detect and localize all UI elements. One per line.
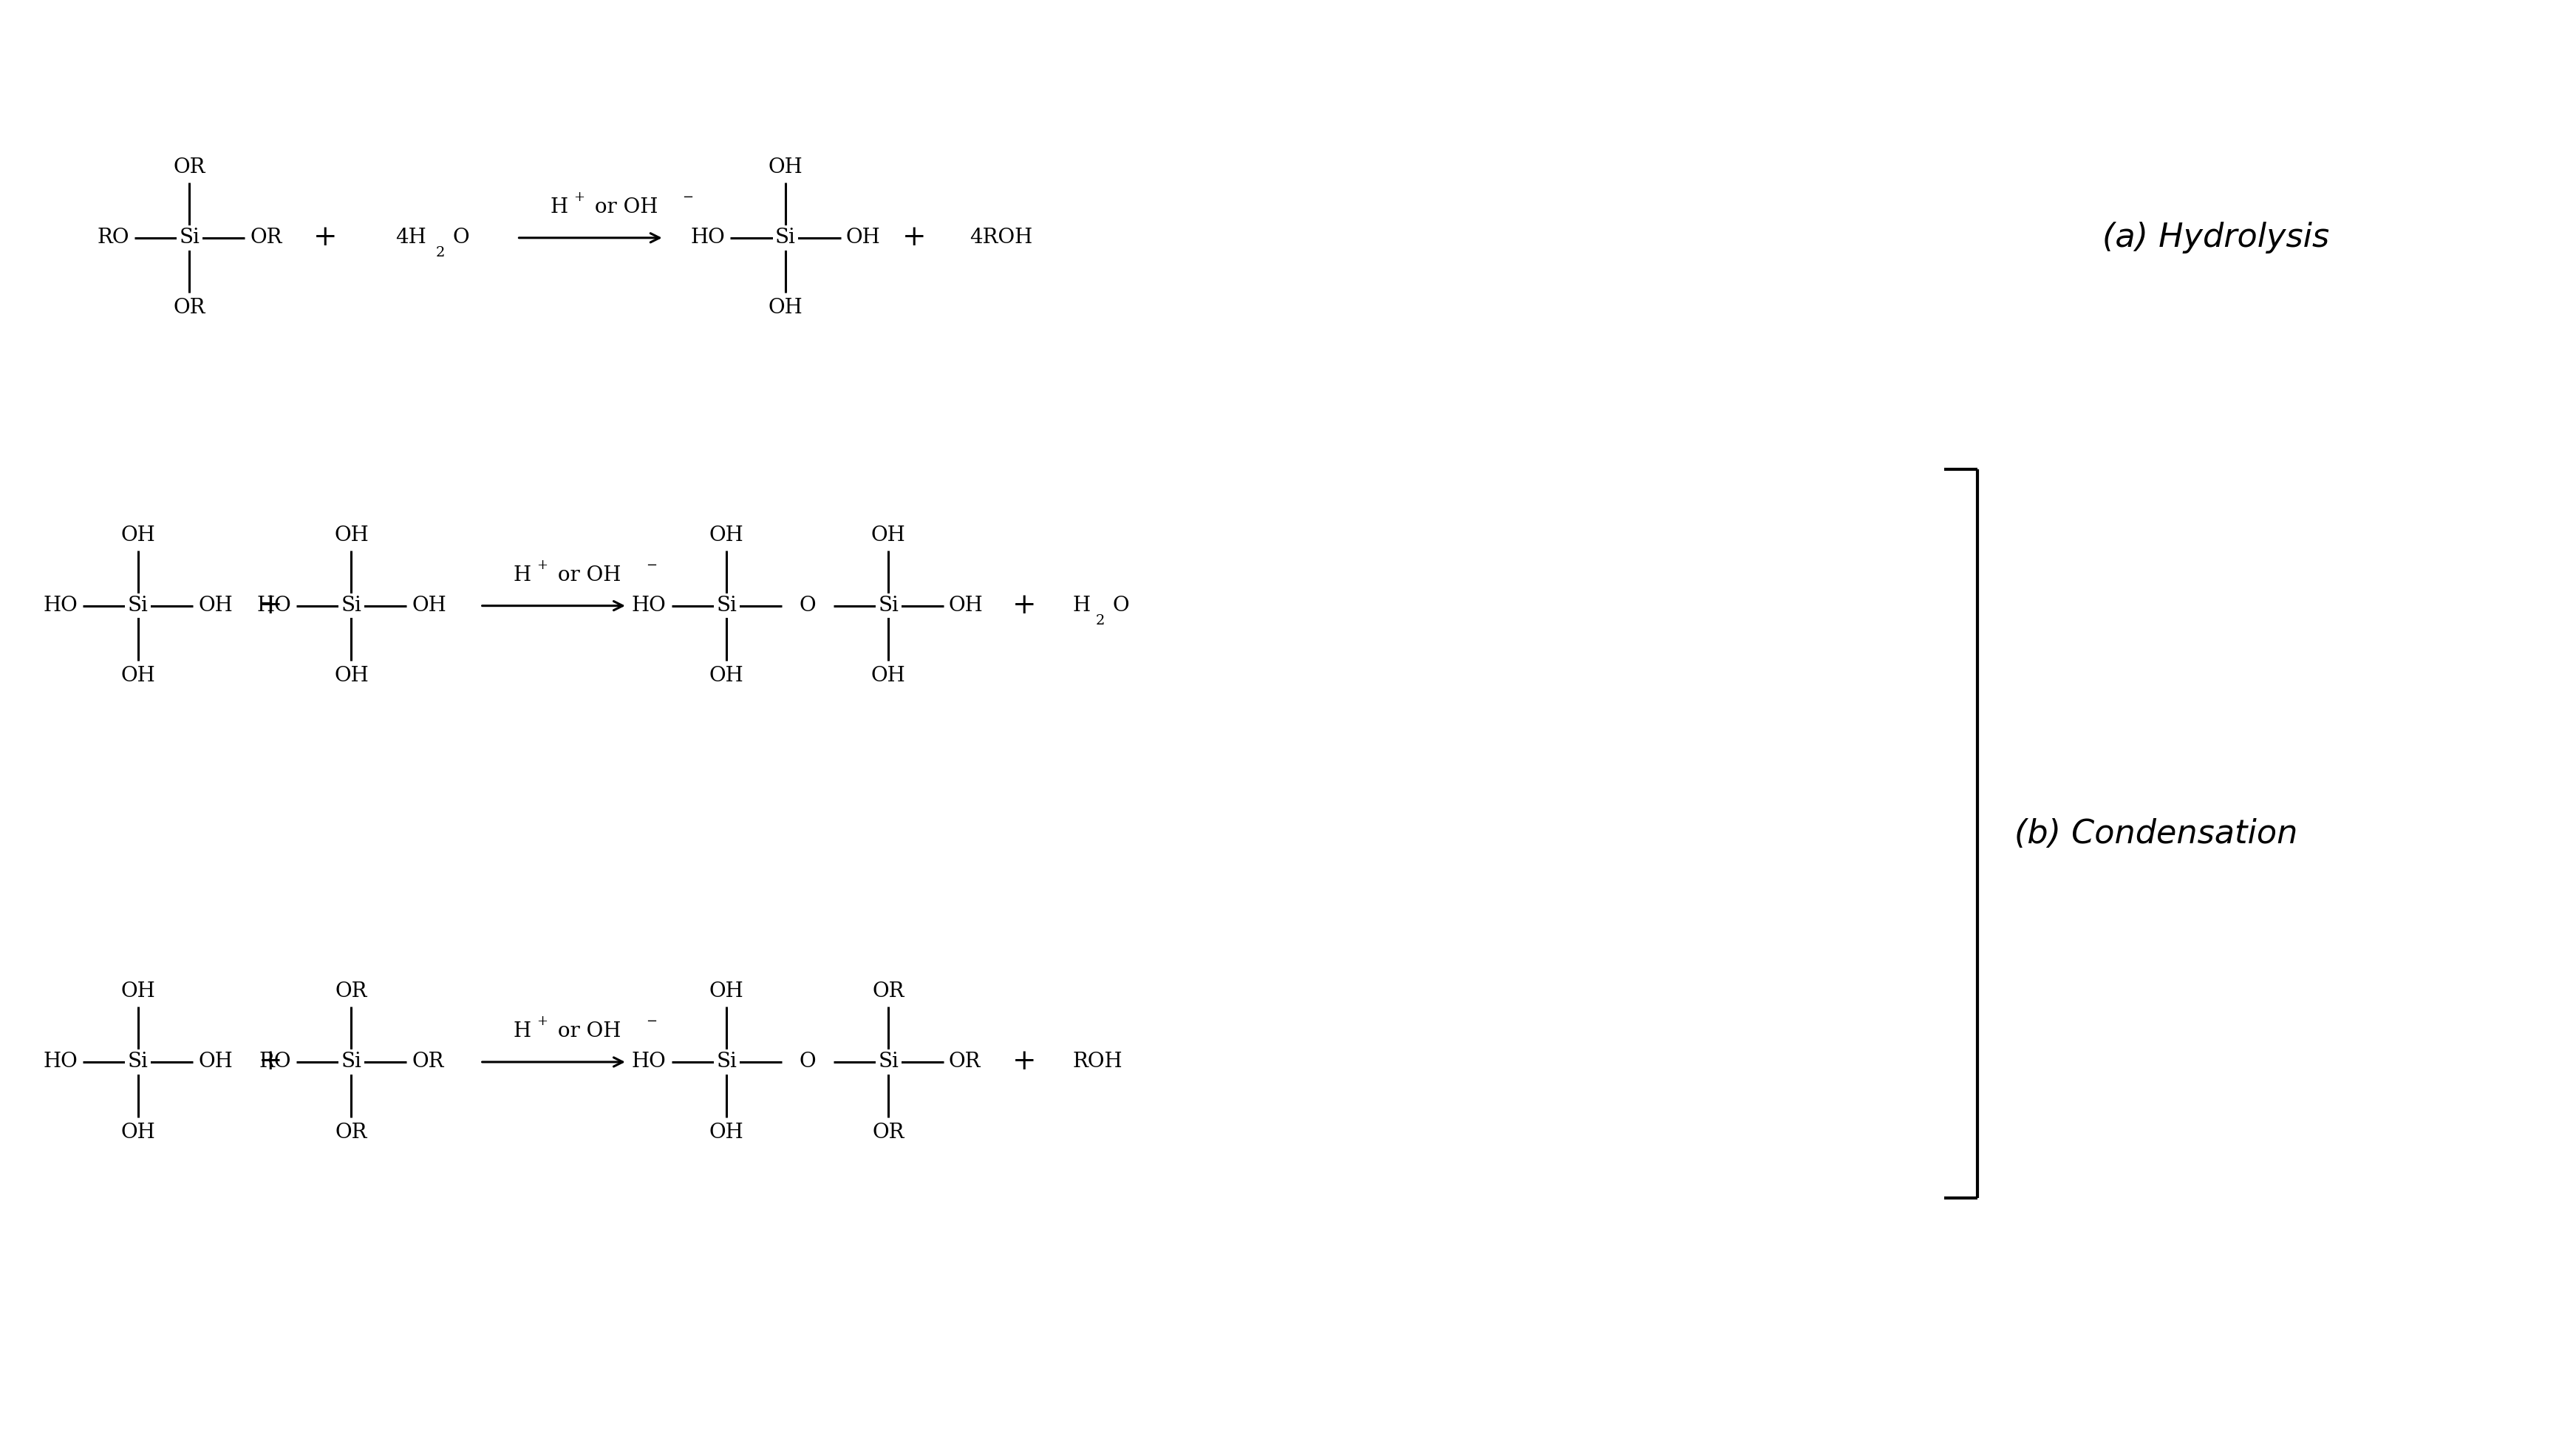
Text: 4ROH: 4ROH <box>969 228 1033 248</box>
Text: OR: OR <box>335 1122 368 1142</box>
Text: OH: OH <box>768 298 804 318</box>
Text: OH: OH <box>871 666 907 686</box>
Text: HO: HO <box>44 596 77 616</box>
Text: O: O <box>453 228 469 248</box>
Text: OR: OR <box>948 1052 981 1072</box>
Text: +: + <box>314 224 337 252</box>
Text: +: + <box>258 1049 283 1076</box>
Text: H: H <box>551 198 567 218</box>
Text: Si: Si <box>878 1052 899 1072</box>
Text: Si: Si <box>129 1052 149 1072</box>
Text: OH: OH <box>198 596 232 616</box>
Text: OR: OR <box>335 982 368 1002</box>
Text: HO: HO <box>690 228 724 248</box>
Text: −: − <box>647 1015 657 1027</box>
Text: H: H <box>1072 596 1090 616</box>
Text: OH: OH <box>708 666 744 686</box>
Text: OH: OH <box>198 1052 232 1072</box>
Text: Si: Si <box>878 596 899 616</box>
Text: OR: OR <box>412 1052 443 1072</box>
Text: +: + <box>258 592 283 619</box>
Text: +: + <box>902 224 927 252</box>
Text: O: O <box>799 1052 817 1072</box>
Text: OR: OR <box>873 982 904 1002</box>
Text: H: H <box>513 1022 531 1042</box>
Text: +: + <box>536 559 549 572</box>
Text: 4H: 4H <box>397 228 428 248</box>
Text: +: + <box>536 1015 549 1027</box>
Text: O: O <box>799 596 817 616</box>
Text: +: + <box>574 191 585 203</box>
Text: ROH: ROH <box>1072 1052 1123 1072</box>
Text: (a) Hydrolysis: (a) Hydrolysis <box>2102 222 2329 254</box>
Text: −: − <box>647 559 657 572</box>
Text: OH: OH <box>768 158 804 178</box>
Text: (b) Condensation: (b) Condensation <box>2014 818 2298 850</box>
Text: or OH: or OH <box>551 1022 621 1042</box>
Text: 2: 2 <box>435 246 446 259</box>
Text: RO: RO <box>98 228 129 248</box>
Text: OH: OH <box>845 228 881 248</box>
Text: Si: Si <box>716 1052 737 1072</box>
Text: Si: Si <box>340 596 361 616</box>
Text: OR: OR <box>173 158 206 178</box>
Text: OH: OH <box>335 526 368 546</box>
Text: OH: OH <box>708 982 744 1002</box>
Text: OH: OH <box>871 526 907 546</box>
Text: OH: OH <box>412 596 446 616</box>
Text: HO: HO <box>44 1052 77 1072</box>
Text: Si: Si <box>180 228 201 248</box>
Text: H: H <box>513 565 531 585</box>
Text: OR: OR <box>173 298 206 318</box>
Text: −: − <box>683 191 693 203</box>
Text: Si: Si <box>129 596 149 616</box>
Text: O: O <box>1113 596 1128 616</box>
Text: Si: Si <box>340 1052 361 1072</box>
Text: OH: OH <box>948 596 984 616</box>
Text: RO: RO <box>258 1052 291 1072</box>
Text: OR: OR <box>873 1122 904 1142</box>
Text: OH: OH <box>708 1122 744 1142</box>
Text: +: + <box>1012 592 1036 619</box>
Text: Si: Si <box>716 596 737 616</box>
Text: Si: Si <box>775 228 796 248</box>
Text: HO: HO <box>631 596 667 616</box>
Text: OH: OH <box>708 526 744 546</box>
Text: HO: HO <box>258 596 291 616</box>
Text: HO: HO <box>631 1052 667 1072</box>
Text: 2: 2 <box>1095 613 1105 628</box>
Text: +: + <box>1012 1049 1036 1076</box>
Text: OH: OH <box>121 982 155 1002</box>
Text: OH: OH <box>335 666 368 686</box>
Text: OH: OH <box>121 666 155 686</box>
Text: or OH: or OH <box>551 565 621 585</box>
Text: OR: OR <box>250 228 281 248</box>
Text: or OH: or OH <box>587 198 657 218</box>
Text: OH: OH <box>121 526 155 546</box>
Text: OH: OH <box>121 1122 155 1142</box>
